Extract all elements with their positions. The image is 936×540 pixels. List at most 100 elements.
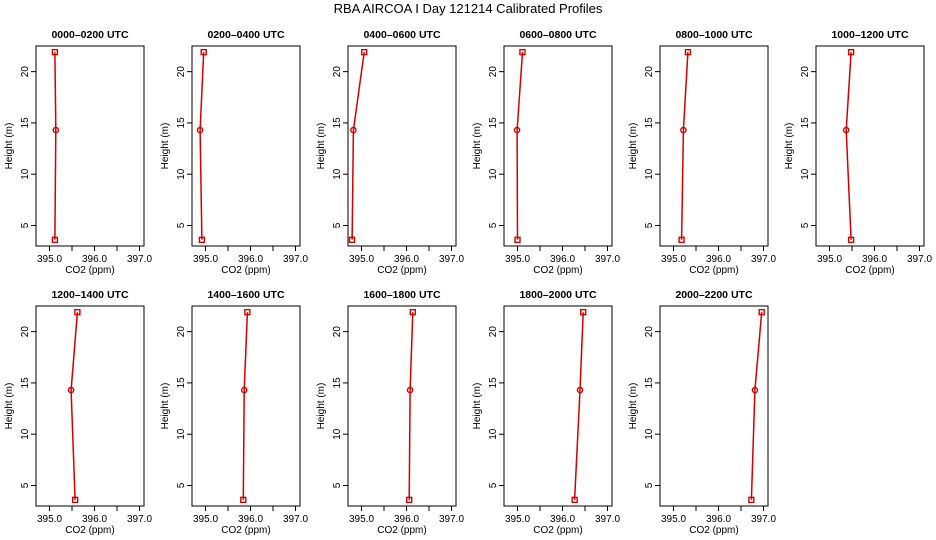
x-tick-label: 397.0 xyxy=(127,514,152,525)
data-point xyxy=(51,236,59,244)
plot-frame xyxy=(815,45,925,247)
panel: 1200–1400 UTC 395.0 396.0 397.0 CO2 (ppm) 5 10… xyxy=(4,289,152,536)
plot-frame xyxy=(503,305,613,507)
profile-line xyxy=(351,52,365,240)
panel-title: 2000–2200 UTC xyxy=(675,289,752,301)
panel-title: 1400–1600 UTC xyxy=(207,289,284,301)
y-tick-label: 5 xyxy=(176,222,187,228)
panel: 0600–0800 UTC 395.0 396.0 397.0 CO2 (ppm) 5 10… xyxy=(472,29,620,276)
x-tick-label: 397.0 xyxy=(439,514,464,525)
x-axis-label: CO2 (ppm) xyxy=(533,525,582,536)
x-tick-label: 395.0 xyxy=(817,254,842,265)
data-point xyxy=(519,48,526,56)
x-tick-label: 397.0 xyxy=(283,254,308,265)
plot-frame xyxy=(503,45,613,247)
x-axis-label: CO2 (ppm) xyxy=(221,265,270,276)
y-tick-label: 15 xyxy=(176,117,187,129)
profile-line xyxy=(680,52,689,240)
profile-line xyxy=(516,52,524,240)
panel: 1400–1600 UTC 395.0 396.0 397.0 CO2 (ppm) 5 10… xyxy=(160,289,308,536)
y-tick-label: 5 xyxy=(332,222,343,228)
x-tick-label: 396.0 xyxy=(394,514,419,525)
y-tick-label: 5 xyxy=(332,482,343,488)
panel-title: 0800–1000 UTC xyxy=(675,29,752,41)
data-point xyxy=(514,236,521,244)
y-tick-label: 15 xyxy=(332,117,343,129)
data-point xyxy=(67,386,75,394)
x-tick-label: 397.0 xyxy=(127,254,152,265)
x-axis-label: CO2 (ppm) xyxy=(377,265,426,276)
x-tick-label: 395.0 xyxy=(37,254,62,265)
panel: 2000–2200 UTC 395.0 396.0 397.0 CO2 (ppm) 5 10… xyxy=(628,289,776,536)
y-tick-label: 10 xyxy=(800,168,811,180)
panel: 1000–1200 UTC 395.0 396.0 397.0 CO2 (ppm) 5 10… xyxy=(784,29,932,276)
profile-line xyxy=(199,52,205,240)
y-tick-label: 15 xyxy=(488,377,499,389)
y-axis-label: Height (m) xyxy=(160,123,171,170)
y-axis-label: Height (m) xyxy=(628,123,639,170)
x-tick-label: 397.0 xyxy=(595,514,620,525)
data-point xyxy=(350,126,357,134)
profile-line xyxy=(70,312,79,500)
x-tick-label: 395.0 xyxy=(37,514,62,525)
x-axis-label: CO2 (ppm) xyxy=(689,525,738,536)
data-point xyxy=(684,48,692,56)
data-point xyxy=(348,236,356,244)
y-axis-label: Height (m) xyxy=(628,383,639,430)
profile-line xyxy=(54,52,57,240)
x-axis-label: CO2 (ppm) xyxy=(221,525,270,536)
panel: 1600–1800 UTC 395.0 396.0 397.0 CO2 (ppm) 5 10… xyxy=(316,289,464,536)
x-tick-label: 397.0 xyxy=(751,254,776,265)
panel-title: 0600–0800 UTC xyxy=(519,29,596,41)
y-tick-label: 20 xyxy=(176,66,187,78)
data-point xyxy=(406,386,414,394)
y-tick-label: 5 xyxy=(488,222,499,228)
x-tick-label: 396.0 xyxy=(238,514,263,525)
data-point xyxy=(842,126,850,134)
data-point xyxy=(71,496,79,504)
panel-title: 1000–1200 UTC xyxy=(831,29,908,41)
data-point xyxy=(847,236,855,244)
plot-frame xyxy=(35,45,145,247)
y-tick-label: 15 xyxy=(800,117,811,129)
y-tick-label: 10 xyxy=(20,428,31,440)
data-point xyxy=(52,126,60,134)
panel: 1800–2000 UTC 395.0 396.0 397.0 CO2 (ppm) 5 10… xyxy=(472,289,620,536)
y-tick-label: 10 xyxy=(20,168,31,180)
y-axis-label: Height (m) xyxy=(472,123,483,170)
data-point xyxy=(198,236,206,244)
y-tick-label: 10 xyxy=(644,428,655,440)
data-point xyxy=(678,236,685,244)
x-axis-label: CO2 (ppm) xyxy=(845,265,894,276)
x-tick-label: 396.0 xyxy=(82,254,107,265)
data-point xyxy=(51,48,59,56)
panel-title: 1800–2000 UTC xyxy=(519,289,596,301)
y-tick-label: 20 xyxy=(488,66,499,78)
plot-frame xyxy=(347,45,457,247)
y-tick-label: 15 xyxy=(20,117,31,129)
x-tick-label: 397.0 xyxy=(283,514,308,525)
x-tick-label: 397.0 xyxy=(907,254,932,265)
x-tick-label: 396.0 xyxy=(862,254,887,265)
data-point xyxy=(571,496,578,504)
x-tick-label: 395.0 xyxy=(349,254,374,265)
x-tick-label: 396.0 xyxy=(550,254,575,265)
x-tick-label: 395.0 xyxy=(349,514,374,525)
panel-title: 0400–0600 UTC xyxy=(363,29,440,41)
profile-line xyxy=(242,312,249,500)
y-tick-label: 20 xyxy=(488,326,499,338)
profile-line xyxy=(750,312,763,500)
data-point xyxy=(513,126,521,134)
y-axis-label: Height (m) xyxy=(316,123,327,170)
y-tick-label: 20 xyxy=(176,326,187,338)
y-tick-label: 20 xyxy=(644,326,655,338)
y-tick-label: 5 xyxy=(176,482,187,488)
y-tick-label: 20 xyxy=(332,326,343,338)
data-point xyxy=(196,126,204,134)
data-point xyxy=(751,386,759,394)
data-point xyxy=(74,308,81,316)
data-point xyxy=(758,308,765,316)
x-tick-label: 396.0 xyxy=(82,514,107,525)
x-tick-label: 396.0 xyxy=(706,254,731,265)
x-axis-label: CO2 (ppm) xyxy=(377,525,426,536)
